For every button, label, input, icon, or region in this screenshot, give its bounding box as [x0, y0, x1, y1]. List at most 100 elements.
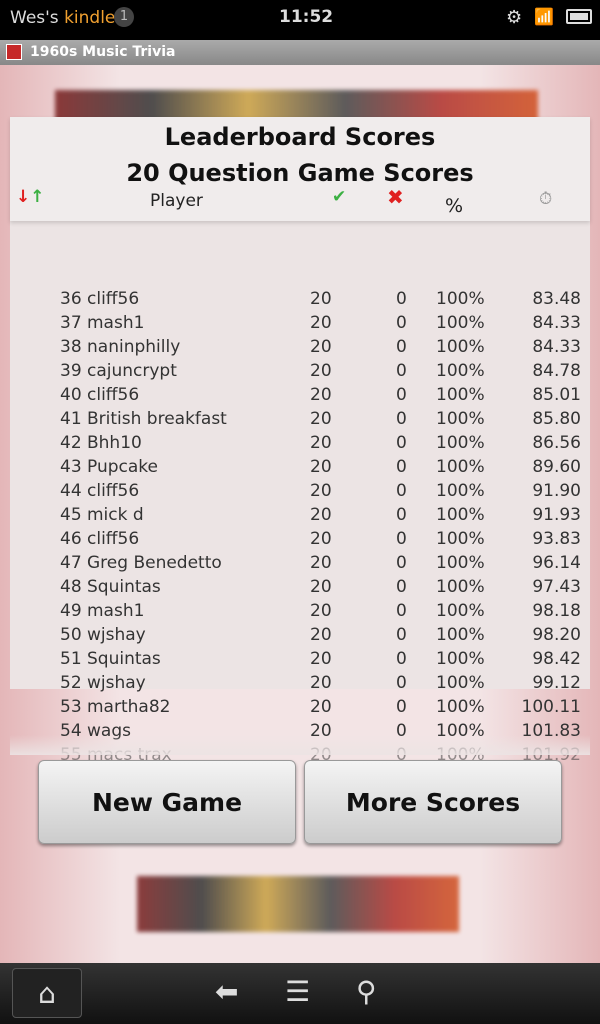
- cell-correct: 20: [310, 385, 332, 405]
- leaderboard-title: Leaderboard Scores: [164, 123, 436, 151]
- new-game-button[interactable]: New Game: [38, 760, 296, 844]
- cell-wrong: 0: [396, 601, 407, 621]
- table-row: 45 mick d 20 0 100% 91.93: [10, 503, 590, 527]
- percent-column-header[interactable]: %: [445, 195, 464, 217]
- cell-time: 89.60: [532, 457, 581, 477]
- cell-wrong: 0: [396, 289, 407, 309]
- cell-rank: 47: [60, 553, 82, 573]
- cell-correct: 20: [310, 697, 332, 717]
- cell-wrong: 0: [396, 745, 407, 765]
- cell-percent: 100%: [436, 577, 485, 597]
- cell-player: wjshay: [87, 625, 146, 645]
- cell-rank: 49: [60, 601, 82, 621]
- cell-time: 98.42: [532, 649, 581, 669]
- cell-wrong: 0: [396, 433, 407, 453]
- cell-wrong: 0: [396, 505, 407, 525]
- leaderboard-subtitle: 20 Question Game Scores: [126, 159, 474, 187]
- cell-player: Pupcake: [87, 457, 158, 477]
- sort-arrows-icon[interactable]: ↓↑: [16, 187, 45, 207]
- cell-player: cliff56: [87, 529, 140, 549]
- cell-player: cliff56: [87, 289, 140, 309]
- cell-wrong: 0: [396, 337, 407, 357]
- cell-player: Squintas: [87, 649, 161, 669]
- cell-percent: 100%: [436, 313, 485, 333]
- cell-time: 99.12: [532, 673, 581, 693]
- cell-time: 86.56: [532, 433, 581, 453]
- cell-wrong: 0: [396, 385, 407, 405]
- cell-player: mash1: [87, 313, 145, 333]
- menu-icon[interactable]: ☰: [285, 975, 311, 1008]
- cell-wrong: 0: [396, 649, 407, 669]
- cell-wrong: 0: [396, 721, 407, 741]
- cell-percent: 100%: [436, 697, 485, 717]
- player-column-header[interactable]: Player: [150, 191, 203, 211]
- cell-correct: 20: [310, 529, 332, 549]
- cell-player: mick d: [87, 505, 144, 525]
- cell-percent: 100%: [436, 361, 485, 381]
- leaderboard-header: Leaderboard Scores 20 Question Game Scor…: [10, 117, 590, 221]
- cell-time: 97.43: [532, 577, 581, 597]
- cell-rank: 52: [60, 673, 82, 693]
- cell-player: Squintas: [87, 577, 161, 597]
- more-scores-button[interactable]: More Scores: [304, 760, 562, 844]
- cell-wrong: 0: [396, 673, 407, 693]
- cell-rank: 38: [60, 337, 82, 357]
- cell-wrong: 0: [396, 529, 407, 549]
- cell-player: cajuncrypt: [87, 361, 177, 381]
- cell-time: 96.14: [532, 553, 581, 573]
- cell-player: British breakfast: [87, 409, 227, 429]
- cell-percent: 100%: [436, 337, 485, 357]
- search-icon[interactable]: ⚲: [356, 975, 377, 1008]
- cell-percent: 100%: [436, 553, 485, 573]
- scroll-fade: [10, 735, 590, 755]
- home-icon[interactable]: ⌂: [12, 968, 82, 1018]
- x-icon[interactable]: ✖: [387, 185, 404, 209]
- cell-time: 91.90: [532, 481, 581, 501]
- cell-correct: 20: [310, 649, 332, 669]
- cell-rank: 36: [60, 289, 82, 309]
- cell-rank: 42: [60, 433, 82, 453]
- cell-correct: 20: [310, 481, 332, 501]
- cell-player: naninphilly: [87, 337, 181, 357]
- cell-percent: 100%: [436, 649, 485, 669]
- notification-badge[interactable]: 1: [114, 7, 134, 27]
- cell-percent: 100%: [436, 385, 485, 405]
- cell-rank: 39: [60, 361, 82, 381]
- app-title: 1960s Music Trivia: [30, 44, 176, 60]
- cell-correct: 20: [310, 577, 332, 597]
- cell-player: Greg Benedetto: [87, 553, 222, 573]
- table-row: 44 cliff56 20 0 100% 91.90: [10, 479, 590, 503]
- clock: 11:52: [279, 7, 334, 27]
- cell-percent: 100%: [436, 409, 485, 429]
- cell-rank: 45: [60, 505, 82, 525]
- cell-rank: 46: [60, 529, 82, 549]
- cell-rank: 50: [60, 625, 82, 645]
- cell-rank: 41: [60, 409, 82, 429]
- ad-banner-bottom[interactable]: [137, 876, 459, 932]
- cell-time: 83.48: [532, 289, 581, 309]
- cell-time: 98.18: [532, 601, 581, 621]
- cell-time: 100.11: [521, 697, 581, 717]
- table-row: 41 British breakfast 20 0 100% 85.80: [10, 407, 590, 431]
- cell-player: martha82: [87, 697, 171, 717]
- table-row: 40 cliff56 20 0 100% 85.01: [10, 383, 590, 407]
- cell-wrong: 0: [396, 481, 407, 501]
- cell-player: cliff56: [87, 385, 140, 405]
- stopwatch-icon[interactable]: ⏱: [539, 189, 553, 209]
- battery-icon: [566, 9, 592, 24]
- table-row: 39 cajuncrypt 20 0 100% 84.78: [10, 359, 590, 383]
- check-icon[interactable]: ✔: [332, 187, 347, 207]
- back-arrow-icon[interactable]: ⬅: [215, 975, 239, 1008]
- cell-player: Bhh10: [87, 433, 142, 453]
- app-icon: [6, 44, 22, 60]
- table-row: 49 mash1 20 0 100% 98.18: [10, 599, 590, 623]
- settings-gear-icon[interactable]: ⚙: [506, 7, 523, 28]
- cell-correct: 20: [310, 289, 332, 309]
- cell-wrong: 0: [396, 361, 407, 381]
- cell-correct: 20: [310, 313, 332, 333]
- cell-percent: 100%: [436, 625, 485, 645]
- cell-wrong: 0: [396, 577, 407, 597]
- cell-time: 85.80: [532, 409, 581, 429]
- table-row: 51 Squintas 20 0 100% 98.42: [10, 647, 590, 671]
- cell-player: mash1: [87, 601, 145, 621]
